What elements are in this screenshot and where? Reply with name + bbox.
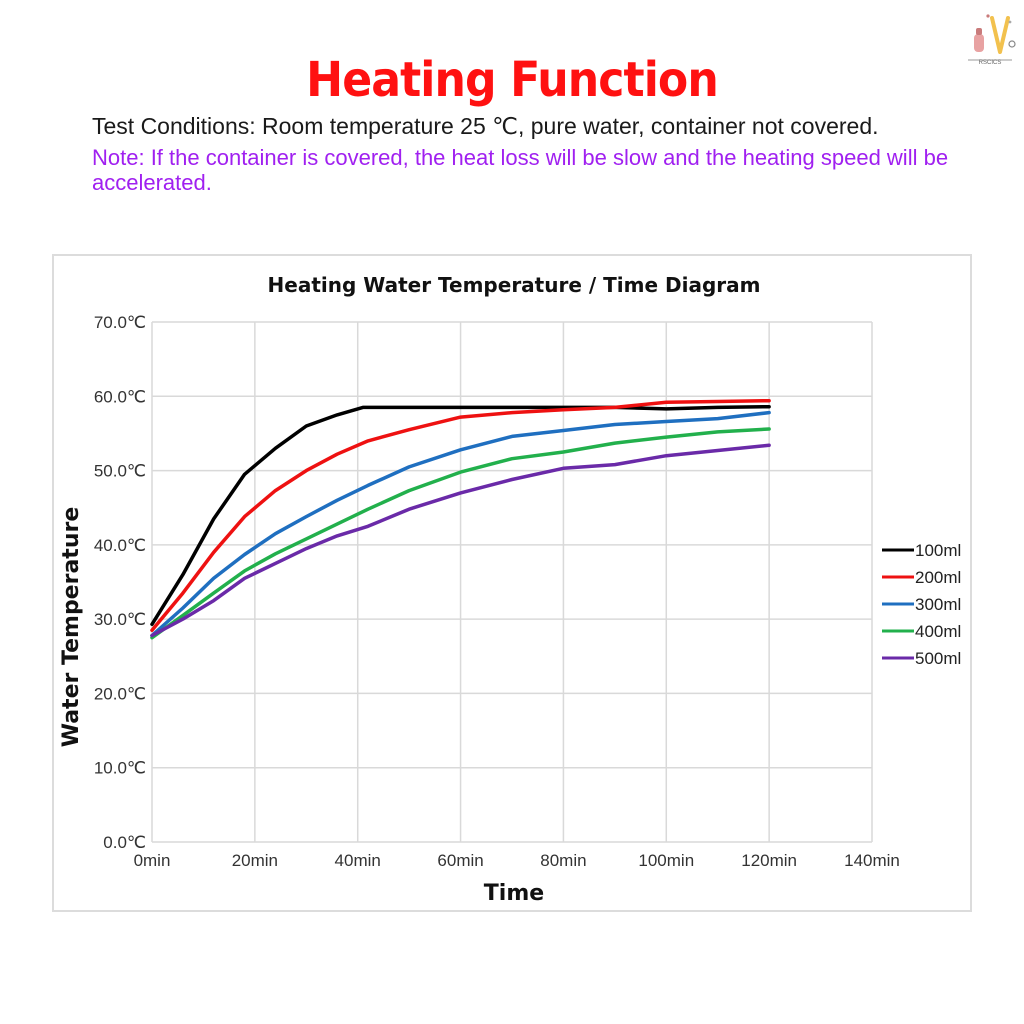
y-tick-label: 20.0℃ (94, 684, 146, 703)
x-tick-label: 80min (540, 851, 586, 870)
y-tick-label: 70.0℃ (94, 313, 146, 332)
y-tick-label: 60.0℃ (94, 387, 146, 406)
y-tick-label: 0.0℃ (103, 833, 146, 852)
x-tick-label: 40min (335, 851, 381, 870)
y-tick-label: 40.0℃ (94, 536, 146, 555)
series-line-100ml (150, 404, 771, 627)
note-text: Note: If the container is covered, the h… (92, 145, 949, 195)
grid (151, 321, 873, 843)
x-axis-label: Time (484, 881, 544, 906)
series-line-300ml (150, 410, 771, 638)
page-title: Heating Function (306, 52, 719, 108)
x-tick-label: 0min (134, 851, 171, 870)
x-tick-label: 100min (638, 851, 694, 870)
legend-label-200ml: 200ml (915, 568, 961, 587)
y-tick-label: 50.0℃ (94, 462, 146, 481)
svg-text:RSCICS: RSCICS (979, 60, 1002, 64)
axis-ticks: 0.0℃ 10.0℃ 20.0℃ 30.0℃ 40.0℃ 50.0℃ 60.0℃ 70.0℃ 0… (94, 313, 900, 870)
series-line-500ml (150, 443, 771, 638)
legend-label-500ml: 500ml (915, 649, 961, 668)
series-lines (150, 398, 771, 640)
y-tick-label: 30.0℃ (94, 610, 146, 629)
x-tick-label: 20min (232, 851, 278, 870)
x-tick-label: 120min (741, 851, 797, 870)
line-chart: Heating Water Temperature / Time Diagram… (59, 273, 961, 906)
chart-title: Heating Water Temperature / Time Diagram (268, 273, 761, 297)
x-tick-label: 60min (437, 851, 483, 870)
series-line-200ml (150, 398, 771, 633)
legend-label-400ml: 400ml (915, 622, 961, 641)
y-axis-label: Water Temperature (59, 507, 84, 748)
chart-panel: Heating Water Temperature / Time Diagram… (52, 254, 972, 912)
legend-label-100ml: 100ml (915, 541, 961, 560)
x-tick-label: 140min (844, 851, 900, 870)
y-tick-label: 10.0℃ (94, 759, 146, 778)
legend: 100ml 200ml 300ml 400ml 500ml (882, 541, 961, 668)
brand-logo-icon: RSCICS (962, 8, 1018, 66)
series-line-400ml (150, 427, 771, 640)
test-conditions-text: Test Conditions: Room temperature 25 ℃, … (92, 113, 879, 139)
legend-label-300ml: 300ml (915, 595, 961, 614)
